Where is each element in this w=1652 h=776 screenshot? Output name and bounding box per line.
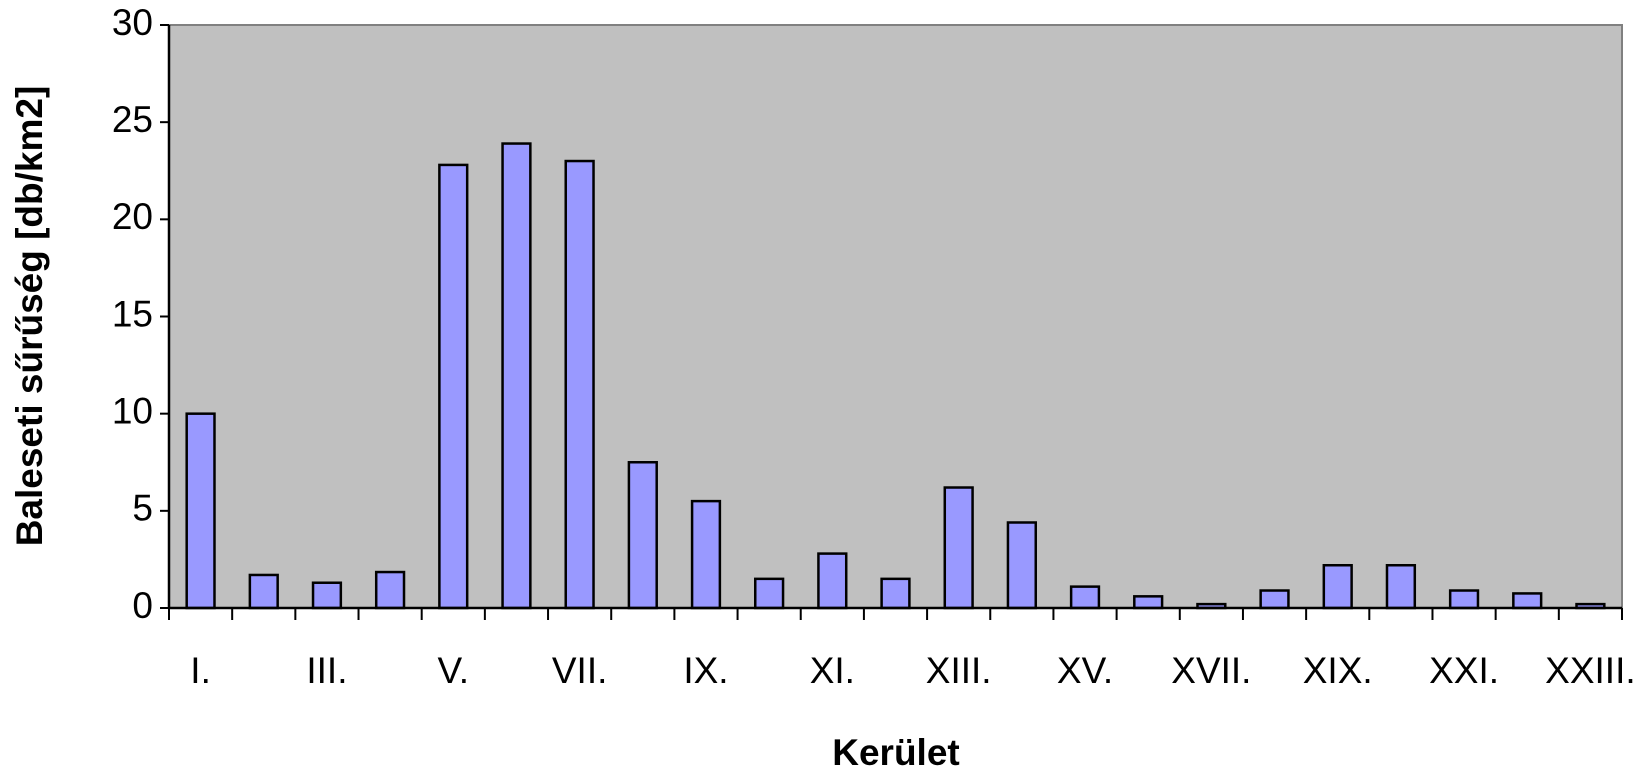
- bar: [627, 461, 658, 610]
- x-tick-label: XIX.: [1303, 650, 1373, 691]
- y-axis-title: Baleseti sűrűség [db/km2]: [9, 86, 50, 547]
- x-tick-label: XVII.: [1171, 650, 1251, 691]
- x-axis-title: Kerület: [832, 732, 959, 773]
- x-tick-label: XXI.: [1429, 650, 1499, 691]
- bar: [185, 412, 216, 610]
- x-tick-label: XI.: [810, 650, 855, 691]
- bar: [817, 552, 848, 610]
- bar: [1133, 595, 1164, 610]
- x-tick-label: III.: [306, 650, 347, 691]
- bar: [438, 163, 469, 610]
- y-tick-label: 25: [112, 99, 153, 140]
- bar: [374, 570, 406, 610]
- bar: [311, 581, 343, 610]
- bar: [943, 486, 974, 610]
- bar: [880, 577, 911, 610]
- x-tick-label: VII.: [552, 650, 608, 691]
- bar: [1385, 563, 1417, 610]
- y-tick-label: 10: [112, 390, 153, 431]
- bar: [501, 142, 532, 610]
- plot-area: [168, 24, 1623, 609]
- bar: [1512, 592, 1543, 610]
- y-tick-label: 5: [132, 488, 153, 529]
- bar: [564, 159, 595, 610]
- x-tick-label: V.: [438, 650, 470, 691]
- x-tick-label: XXIII.: [1545, 650, 1635, 691]
- x-tick-label: XV.: [1057, 650, 1113, 691]
- y-tick-label: 20: [112, 196, 153, 237]
- bar: [1322, 563, 1353, 610]
- bar: [690, 499, 722, 610]
- bar: [248, 573, 279, 610]
- bar: [1006, 521, 1037, 610]
- bar: [1069, 585, 1101, 610]
- bar: [1259, 589, 1290, 610]
- x-tick-label: I.: [190, 650, 211, 691]
- x-tick-label: IX.: [683, 650, 728, 691]
- y-tick-label: 30: [112, 2, 153, 43]
- bar: [1448, 589, 1480, 610]
- y-tick-label: 0: [132, 585, 153, 626]
- bar: [754, 577, 785, 610]
- y-tick-label: 15: [112, 293, 153, 334]
- x-tick-label: XIII.: [926, 650, 992, 691]
